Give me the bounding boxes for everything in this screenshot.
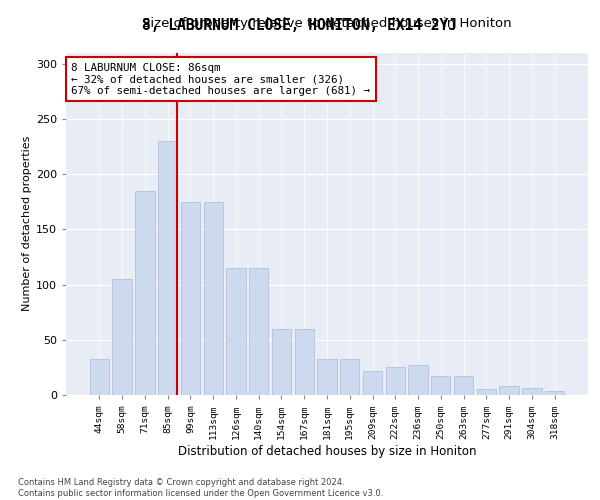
Bar [112, 279, 132, 395]
Bar [499, 386, 519, 395]
Bar [454, 376, 473, 395]
Bar [158, 141, 178, 395]
Y-axis label: Number of detached properties: Number of detached properties [22, 136, 32, 312]
Bar [226, 268, 245, 395]
Text: 8, LABURNUM CLOSE, HONITON, EX14 2YJ: 8, LABURNUM CLOSE, HONITON, EX14 2YJ [143, 18, 458, 32]
Bar [90, 358, 109, 395]
Bar [181, 202, 200, 395]
Bar [363, 370, 382, 395]
Bar [272, 328, 291, 395]
Bar [317, 358, 337, 395]
Bar [295, 328, 314, 395]
Text: Contains HM Land Registry data © Crown copyright and database right 2024.
Contai: Contains HM Land Registry data © Crown c… [18, 478, 383, 498]
Bar [386, 368, 405, 395]
Bar [545, 390, 564, 395]
Bar [476, 390, 496, 395]
Bar [249, 268, 268, 395]
Title: Size of property relative to detached houses in Honiton: Size of property relative to detached ho… [142, 18, 512, 30]
Bar [203, 202, 223, 395]
Bar [431, 376, 451, 395]
Bar [522, 388, 542, 395]
X-axis label: Distribution of detached houses by size in Honiton: Distribution of detached houses by size … [178, 446, 476, 458]
Bar [135, 190, 155, 395]
Bar [409, 365, 428, 395]
Bar [340, 358, 359, 395]
Text: 8 LABURNUM CLOSE: 86sqm
← 32% of detached houses are smaller (326)
67% of semi-d: 8 LABURNUM CLOSE: 86sqm ← 32% of detache… [71, 63, 370, 96]
